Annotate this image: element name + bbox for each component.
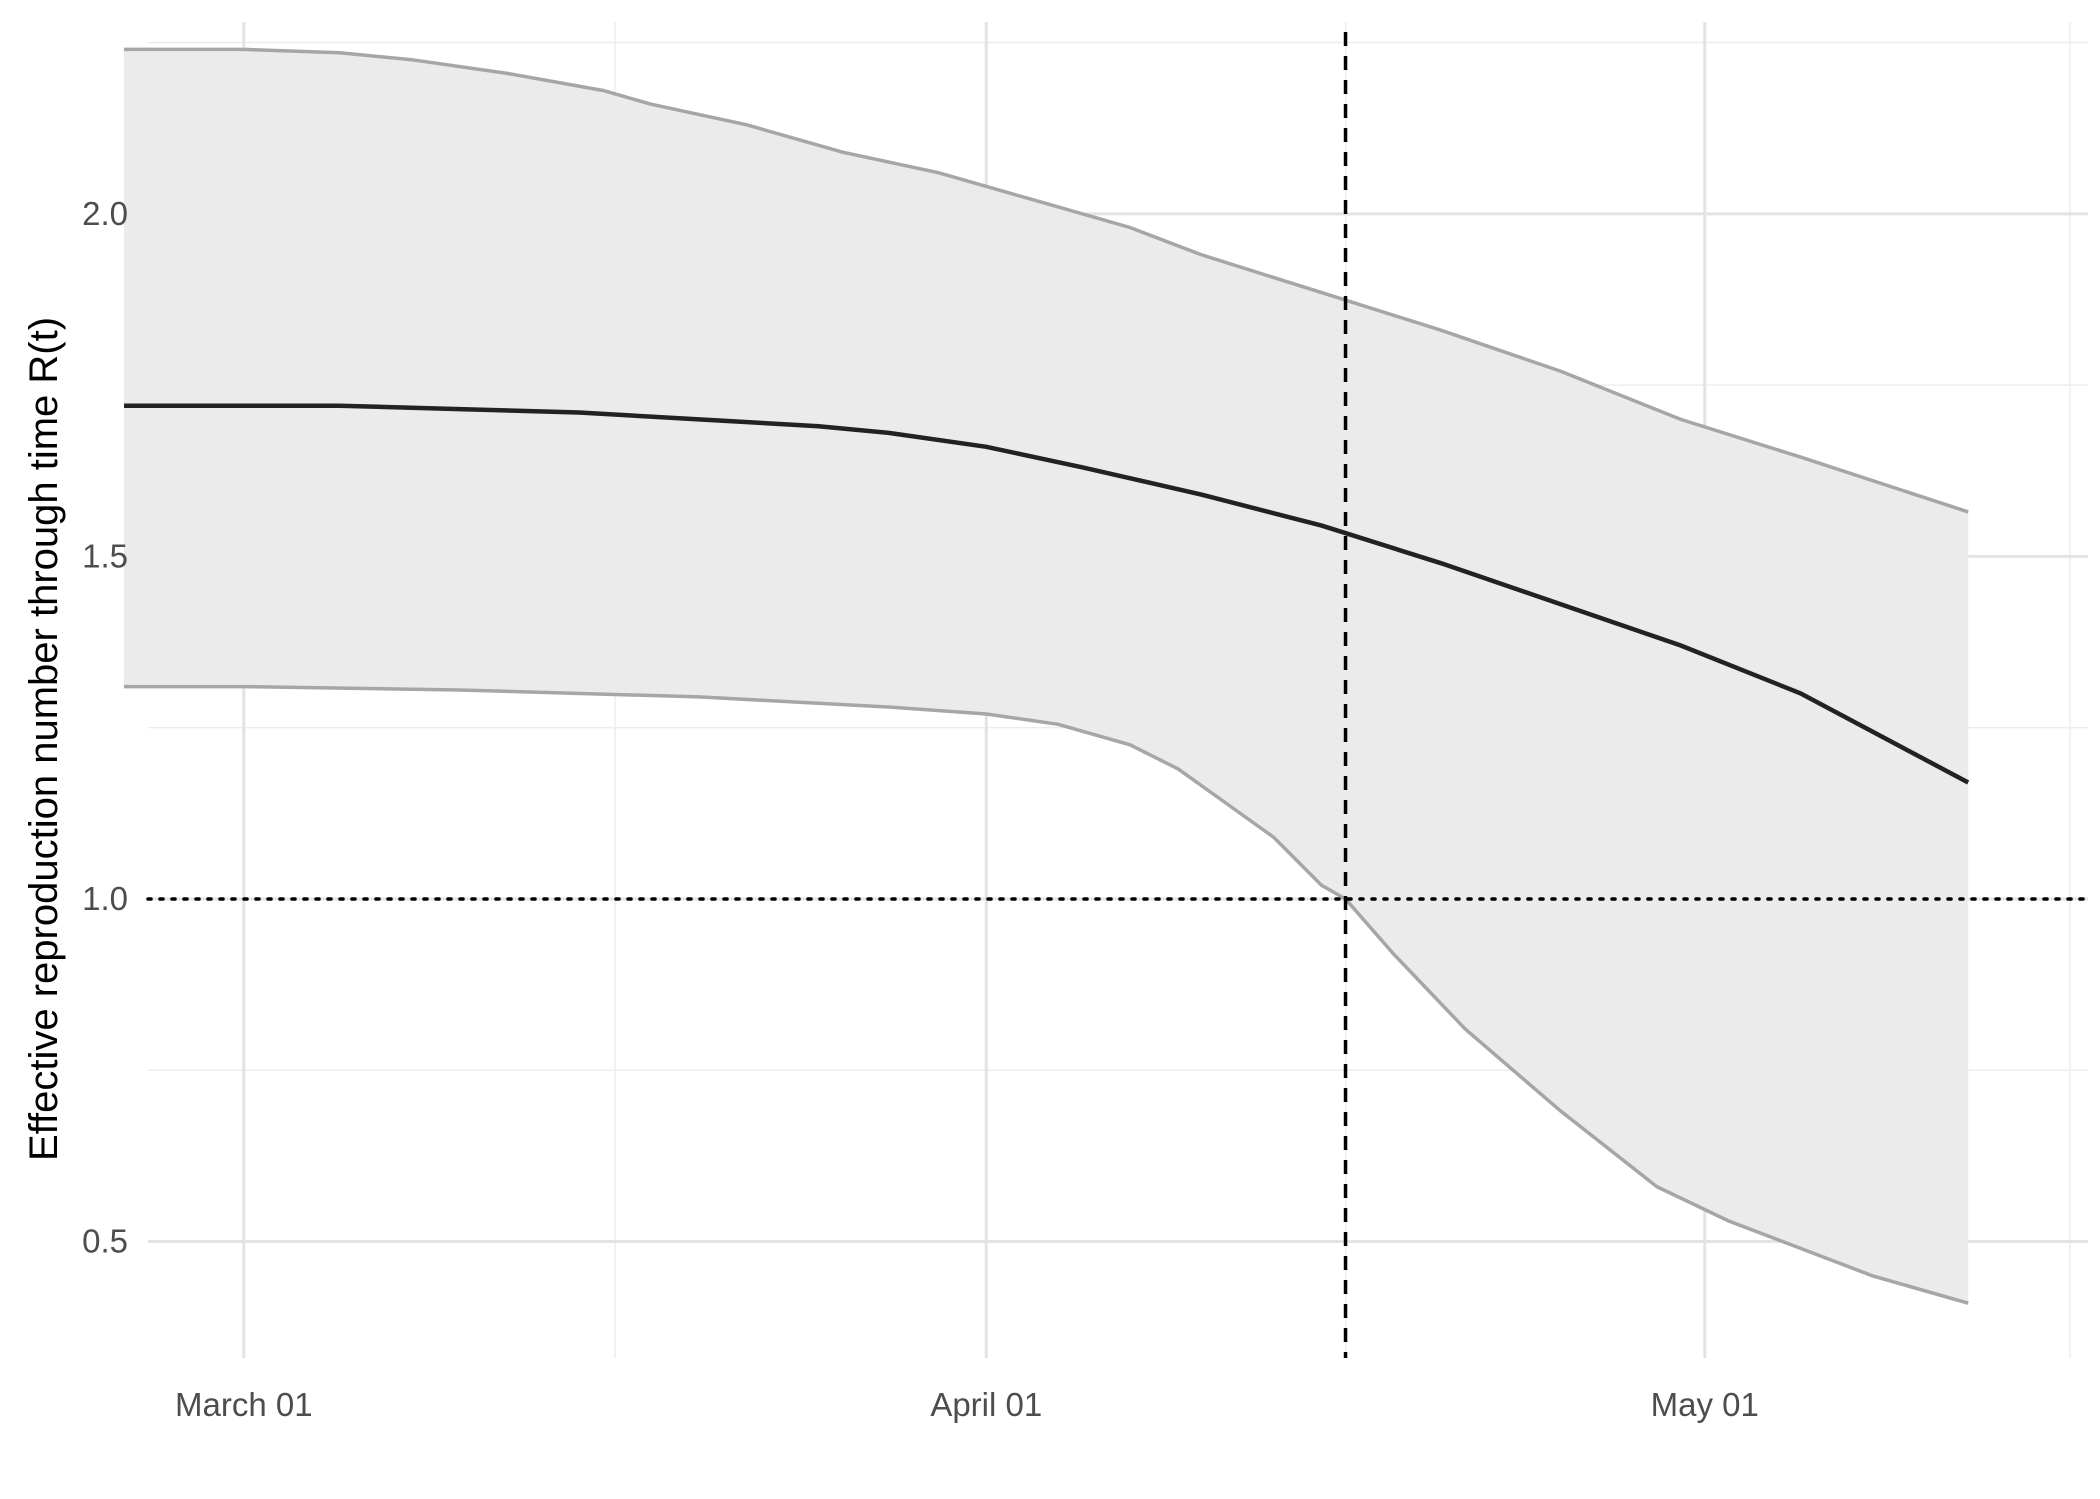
- y-axis-tick-labels: 0.5 1.0 1.5 2.0: [82, 195, 128, 1260]
- confidence-band: [124, 49, 1969, 1304]
- confidence-ribbon: [124, 49, 1969, 1304]
- y-axis-title: Effective reproduction number through ti…: [22, 317, 66, 1161]
- y-tick-label: 0.5: [82, 1223, 128, 1260]
- median-line: [124, 403, 1970, 785]
- y-tick-label: 1.0: [82, 880, 128, 917]
- x-tick-label: March 01: [175, 1386, 313, 1423]
- x-tick-label: May 01: [1651, 1386, 1759, 1423]
- lower-bound-line: [124, 684, 1969, 1305]
- series-lines: [124, 47, 1970, 1305]
- x-axis-tick-labels: March 01 April 01 May 01: [175, 1386, 1759, 1423]
- upper-bound-line: [124, 47, 1969, 514]
- y-tick-label: 1.5: [82, 537, 128, 574]
- x-tick-label: April 01: [930, 1386, 1042, 1423]
- reference-lines: [146, 32, 2090, 1358]
- y-tick-label: 2.0: [82, 195, 128, 232]
